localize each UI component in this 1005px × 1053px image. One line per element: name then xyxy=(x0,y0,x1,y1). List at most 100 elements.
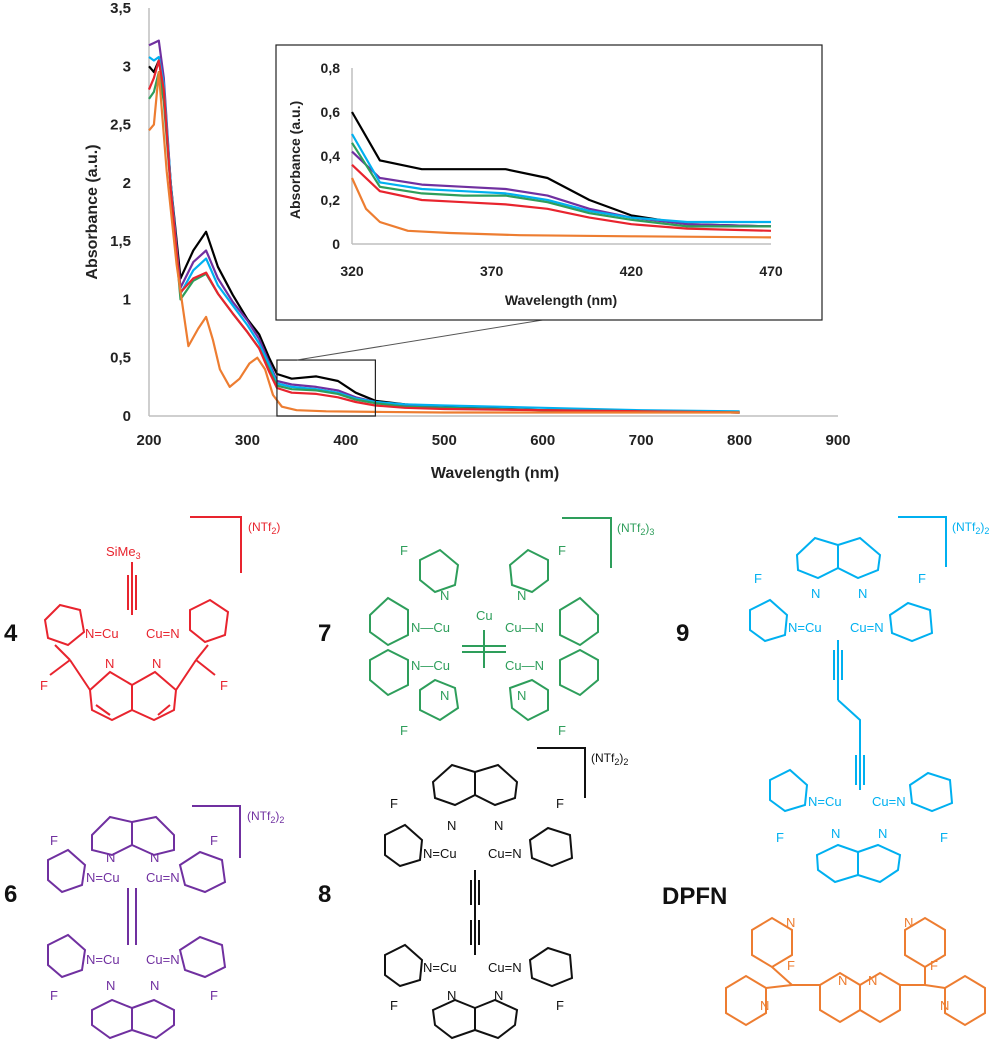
pyridine-ring xyxy=(419,548,460,594)
inset-x-tick-label: 470 xyxy=(759,263,783,279)
svg-text:Cu=N: Cu=N xyxy=(488,846,522,861)
main-x-tick-label: 900 xyxy=(825,432,850,449)
pyridine-ring xyxy=(43,603,86,647)
zoom-box xyxy=(276,359,376,417)
zoom-connector xyxy=(296,317,556,361)
main-y-tick-label: 1,5 xyxy=(110,233,131,250)
svg-text:N=Cu: N=Cu xyxy=(423,846,457,861)
inset-x-tick-label: 370 xyxy=(480,263,504,279)
pyridine-ring xyxy=(508,548,549,594)
svg-text:N: N xyxy=(838,973,847,988)
naphthyridine-ring xyxy=(795,536,839,580)
svg-text:N: N xyxy=(106,850,115,865)
naphthyridine-ring xyxy=(131,815,175,857)
svg-text:N: N xyxy=(440,688,449,703)
inset-y-tick-label: 0,4 xyxy=(321,148,341,164)
pyridine-ring xyxy=(908,771,954,813)
cu-label: Cu=N xyxy=(146,626,180,641)
counterion-bracket-6 xyxy=(192,805,241,858)
svg-text:Cu=N: Cu=N xyxy=(146,952,180,967)
svg-text:N=Cu: N=Cu xyxy=(808,794,842,809)
svg-text:F: F xyxy=(400,543,408,558)
pyridine-ring xyxy=(904,916,946,969)
inset-chart: 0 0,2 0,4 0,6 0,8 320 370 420 470 Wavelength (n… xyxy=(275,44,823,321)
naphthyridine-ring xyxy=(474,998,519,1040)
svg-text:F: F xyxy=(558,723,566,738)
pyridine-ring xyxy=(189,598,230,644)
inset-y-tick-label: 0,2 xyxy=(321,192,341,208)
pyridine-ring xyxy=(944,974,986,1027)
main-x-tick-label: 700 xyxy=(629,432,654,449)
pyridine-ring xyxy=(888,601,934,643)
svg-text:N: N xyxy=(447,818,456,833)
compound-7-number: 7 xyxy=(318,620,331,647)
main-y-tick-label: 3 xyxy=(123,58,131,75)
compound-7: 7 (NTf2)3 N—Cu Cu—N N—Cu Cu—N Cu N N N N… xyxy=(318,517,654,738)
svg-text:N: N xyxy=(517,588,526,603)
naphthyridine-ring xyxy=(91,998,133,1040)
main-y-tick-label: 2,5 xyxy=(110,117,131,134)
pyridine-ring xyxy=(178,935,227,979)
counterion-bracket-7 xyxy=(562,517,612,568)
inset-y-axis-label: Absorbance (a.u.) xyxy=(287,101,303,219)
inset-series-line xyxy=(351,164,772,232)
svg-text:N: N xyxy=(440,588,449,603)
svg-text:F: F xyxy=(220,678,228,693)
compound-dpfn: DPFN F F N N N N N N xyxy=(662,883,986,1027)
main-chart: 0 0,5 1 1,5 2 2,5 3 3,5 200 300 400 500 600 700 800 90… xyxy=(84,0,851,482)
main-y-axis-label: Absorbance (a.u.) xyxy=(84,144,101,279)
main-x-tick-label: 300 xyxy=(235,432,260,449)
compound-8-number: 8 xyxy=(318,881,331,908)
compound-6: 6 (NTf2)2 N=Cu Cu=N N=Cu Cu=N N N N N F … xyxy=(4,805,284,1040)
main-y-tick-label: 0,5 xyxy=(110,350,131,367)
pyridine-ring xyxy=(384,943,424,988)
svg-text:F: F xyxy=(390,998,398,1013)
inset-x-tick-label: 320 xyxy=(340,263,364,279)
svg-text:N: N xyxy=(150,978,159,993)
naphthyridine-ring xyxy=(131,998,175,1040)
svg-text:Cu—N: Cu—N xyxy=(505,658,544,673)
svg-text:F: F xyxy=(390,796,398,811)
inset-x-tick-label: 420 xyxy=(620,263,644,279)
svg-text:F: F xyxy=(776,830,784,845)
svg-text:F: F xyxy=(754,571,762,586)
inset-frame xyxy=(275,44,823,321)
svg-text:N: N xyxy=(152,656,161,671)
counterion-6: (NTf2)2 xyxy=(247,809,284,825)
main-series-line xyxy=(147,59,740,414)
compound-9-number: 9 xyxy=(676,620,689,647)
pyridine-ring xyxy=(751,916,793,969)
main-y-tick-label: 0 xyxy=(123,408,131,425)
main-x-tick-label: 400 xyxy=(333,432,358,449)
svg-text:F: F xyxy=(400,723,408,738)
svg-text:N: N xyxy=(811,586,820,601)
counterion-8: (NTf2)2 xyxy=(591,751,628,767)
svg-text:Cu=N: Cu=N xyxy=(146,870,180,885)
main-x-tick-label: 800 xyxy=(727,432,752,449)
inset-y-tick-label: 0 xyxy=(332,236,340,252)
naphthyridine-ring xyxy=(815,843,859,884)
svg-text:Cu: Cu xyxy=(476,608,493,623)
inset-series-line xyxy=(350,177,772,239)
compound-4-number: 4 xyxy=(4,620,18,647)
svg-text:F: F xyxy=(40,678,48,693)
pyridine-ring xyxy=(47,848,87,894)
svg-text:F: F xyxy=(556,796,564,811)
main-y-tick-label: 1 xyxy=(123,291,131,308)
svg-text:N—Cu: N—Cu xyxy=(411,658,450,673)
cu-label: N=Cu xyxy=(85,626,119,641)
compound-9: 9 (NTf2)2 N=Cu Cu=N N=Cu Cu=N N N N N F … xyxy=(676,516,989,884)
main-y-tick-label: 3,5 xyxy=(110,0,131,17)
svg-text:N—Cu: N—Cu xyxy=(411,620,450,635)
main-x-tick-label: 500 xyxy=(432,432,457,449)
naphthyridine-ring xyxy=(559,596,599,647)
inset-series-line xyxy=(351,133,771,224)
pyridine-ring xyxy=(528,826,574,868)
svg-text:N: N xyxy=(868,973,877,988)
svg-text:N: N xyxy=(858,586,867,601)
main-series-line xyxy=(148,70,740,414)
compound-dpfn-label: DPFN xyxy=(662,883,727,910)
svg-text:Cu=N: Cu=N xyxy=(488,960,522,975)
svg-text:F: F xyxy=(787,958,795,973)
